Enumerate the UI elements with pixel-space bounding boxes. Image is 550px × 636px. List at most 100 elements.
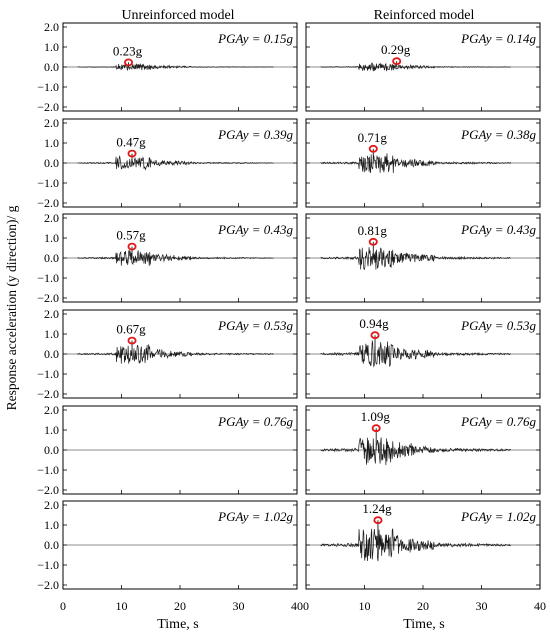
panel: 2.0 1.0 0.0 −1.0 −2.0 PGAy = 1.02g (37, 498, 298, 592)
y-tick-label: 1.0 (44, 423, 59, 437)
peak-label: 1.24g (362, 501, 392, 516)
y-tick-label: 2.0 (44, 211, 59, 225)
acceleration-trace (77, 63, 274, 72)
pga-label: PGAy = 0.43g (217, 222, 293, 237)
y-tick-label: −2.0 (37, 196, 59, 210)
pga-label: PGAy = 0.53g (460, 318, 536, 333)
y-tick-label: 1.0 (44, 327, 59, 341)
y-tick-label: −2.0 (37, 291, 59, 305)
pga-label: PGAy = 1.02g (460, 509, 536, 524)
peak-marker (127, 149, 137, 158)
y-axis-label: Response acceleration (y direction)/ g (4, 205, 19, 410)
y-tick-label: −2.0 (37, 387, 59, 401)
peak-label: 0.47g (116, 135, 146, 150)
acceleration-trace (320, 340, 511, 368)
column-title-unreinforced: Unreinforced model (121, 8, 234, 23)
y-tick-label: 2.0 (44, 20, 59, 34)
acceleration-trace (77, 344, 274, 364)
y-tick-label: 0.0 (44, 156, 59, 170)
panel: 2.0 1.0 0.0 −1.0 −2.0 PGAy = 0.76g (37, 403, 298, 497)
y-tick-label: −2.0 (37, 100, 59, 114)
x-tick-label: 0 (60, 599, 66, 613)
y-tick-label: −1.0 (37, 80, 59, 94)
y-tick-label: −1.0 (37, 558, 59, 572)
peak-marker (124, 58, 134, 67)
x-tick-label: 30 (476, 599, 488, 613)
y-tick-label: −2.0 (37, 578, 59, 592)
x-tick-label: 10 (116, 599, 128, 613)
panel: PGAy = 1.02g 1.24g (305, 500, 541, 590)
panel: 2.0 1.0 0.0 −1.0 −2.0 PGAy = 0.43g 0.57g (37, 211, 298, 305)
y-tick-label: 2.0 (44, 403, 59, 417)
y-tick-label: 2.0 (44, 116, 59, 130)
peak-label: 0.71g (358, 130, 388, 145)
y-tick-label: −1.0 (37, 176, 59, 190)
acceleration-trace (320, 437, 511, 466)
x-tick-label: 30 (233, 599, 245, 613)
peak-label: 0.29g (381, 42, 411, 57)
panel: 2.0 1.0 0.0 −1.0 −2.0 PGAy = 0.39g 0.47g (37, 116, 298, 210)
peak-marker (373, 516, 383, 525)
peak-marker (392, 57, 402, 66)
pga-label: PGAy = 0.39g (217, 127, 293, 142)
panel: PGAy = 0.53g 0.94g (305, 309, 541, 399)
y-tick-label: 0.0 (44, 443, 59, 457)
y-tick-label: 0.0 (44, 538, 59, 552)
peak-label: 0.81g (358, 223, 388, 238)
peak-label: 0.57g (116, 228, 146, 243)
peak-marker (127, 336, 137, 345)
panels-group: 2.0 1.0 0.0 −1.0 −2.0 PGAy = 0.15g 0.23g PGAy =… (37, 20, 546, 613)
x-axis-label-right: Time, s (403, 617, 445, 632)
panel: PGAy = 0.76g 1.09g (305, 405, 541, 495)
peak-marker (368, 144, 378, 153)
y-tick-label: −1.0 (37, 271, 59, 285)
peak-marker (371, 424, 381, 433)
y-tick-label: 0.0 (44, 251, 59, 265)
y-tick-label: −1.0 (37, 463, 59, 477)
acceleration-trace (77, 155, 274, 171)
pga-label: PGAy = 0.53g (217, 318, 293, 333)
peak-marker (368, 237, 378, 246)
peak-label: 0.67g (116, 322, 146, 337)
pga-label: PGAy = 0.76g (217, 414, 293, 429)
acceleration-trace (320, 247, 511, 271)
peak-label: 0.23g (113, 43, 143, 58)
x-tick-label: 0 (303, 599, 309, 613)
peak-marker (127, 242, 137, 251)
acceleration-trace (77, 249, 274, 266)
peak-label: 1.09g (361, 409, 391, 424)
acceleration-trace (320, 62, 511, 72)
y-tick-label: −1.0 (37, 367, 59, 381)
acceleration-trace (320, 153, 512, 174)
pga-label: PGAy = 0.43g (460, 222, 536, 237)
y-tick-label: 0.0 (44, 347, 59, 361)
y-tick-label: 1.0 (44, 518, 59, 532)
pga-label: PGAy = 0.15g (217, 31, 293, 46)
x-tick-label: 20 (174, 599, 186, 613)
x-tick-label: 40 (291, 599, 303, 613)
peak-label: 0.94g (359, 316, 389, 331)
x-axis-label-left: Time, s (157, 617, 199, 632)
y-tick-label: 2.0 (44, 307, 59, 321)
y-tick-label: −2.0 (37, 483, 59, 497)
pga-label: PGAy = 0.38g (460, 127, 536, 142)
y-tick-label: 1.0 (44, 231, 59, 245)
y-tick-label: 2.0 (44, 498, 59, 512)
pga-label: PGAy = 0.14g (460, 31, 536, 46)
y-tick-label: 1.0 (44, 40, 59, 54)
panel: 2.0 1.0 0.0 −1.0 −2.0 PGAy = 0.53g 0.67g (37, 307, 298, 401)
pga-label: PGAy = 1.02g (217, 509, 293, 524)
acceleration-trace (320, 528, 511, 562)
panel: 2.0 1.0 0.0 −1.0 −2.0 PGAy = 0.15g 0.23g (37, 20, 298, 114)
panel: PGAy = 0.14g 0.29g (305, 22, 541, 112)
panel: PGAy = 0.43g 0.81g (305, 213, 541, 303)
column-title-reinforced: Reinforced model (374, 8, 475, 23)
pga-label: PGAy = 0.76g (460, 414, 536, 429)
y-tick-label: 1.0 (44, 136, 59, 150)
peak-marker (370, 331, 380, 340)
x-tick-label: 40 (534, 599, 546, 613)
panel: PGAy = 0.38g 0.71g (305, 118, 541, 208)
y-tick-label: 0.0 (44, 60, 59, 74)
x-tick-label: 10 (359, 599, 371, 613)
